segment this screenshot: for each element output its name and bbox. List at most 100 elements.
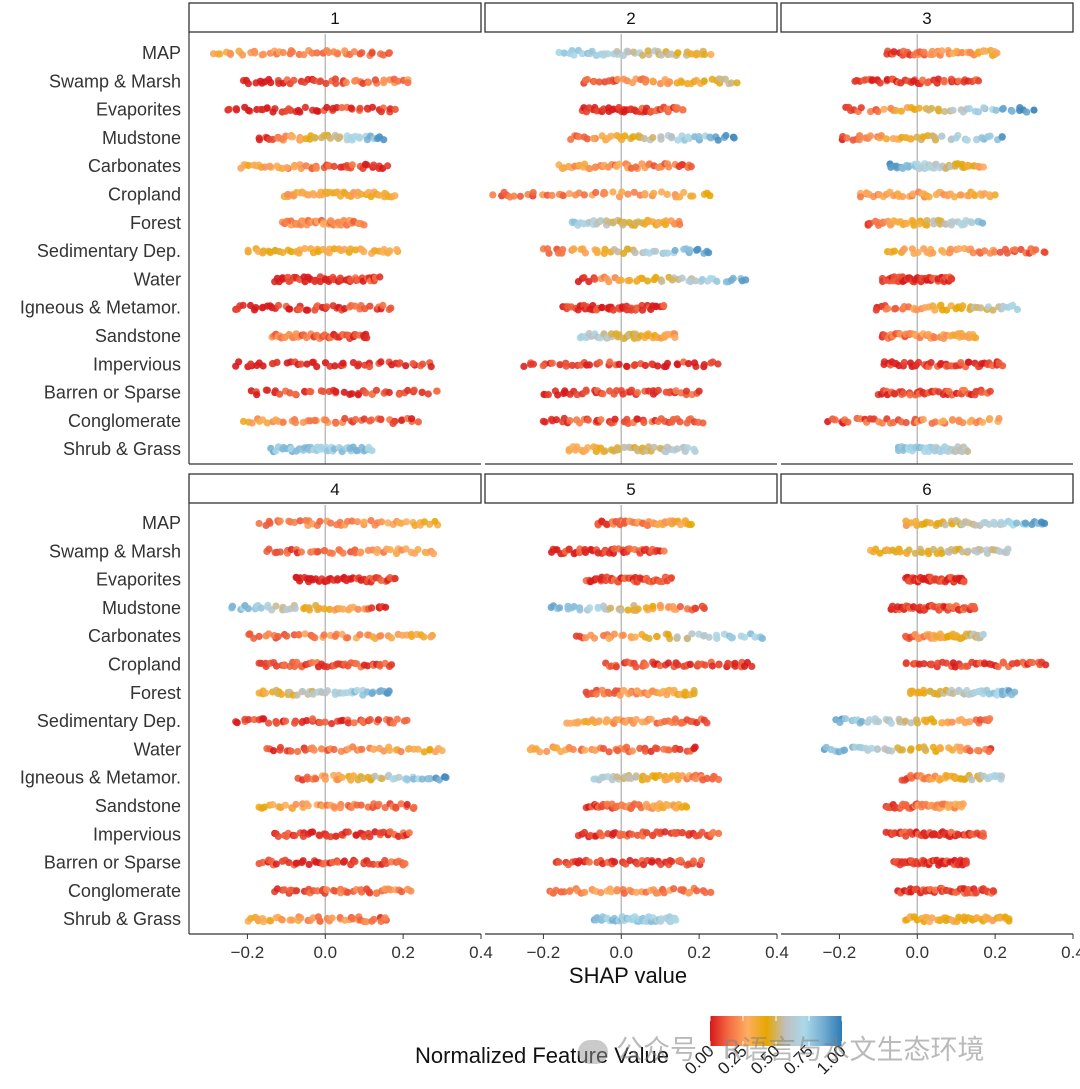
shap-point: [597, 217, 605, 225]
shap-point: [1040, 248, 1048, 256]
shap-point: [649, 602, 657, 610]
shap-point: [328, 549, 336, 557]
facet-panel-3: 3: [780, 2, 1074, 465]
shap-point: [244, 106, 253, 114]
shap-point: [673, 445, 681, 453]
shap-point: [701, 50, 709, 59]
shap-point: [613, 886, 621, 894]
shap-point: [393, 246, 401, 254]
shap-point: [989, 306, 997, 314]
shap-point: [665, 746, 673, 754]
x-tick-label: 0.4: [1061, 943, 1080, 962]
shap-point: [322, 416, 330, 424]
shap-point: [226, 50, 234, 59]
shap-point: [426, 746, 434, 754]
shap-point: [592, 188, 600, 197]
y-tick-label: Evaporites: [96, 570, 181, 590]
shap-point: [700, 361, 708, 369]
shap-point: [529, 189, 537, 197]
shap-point: [296, 108, 304, 116]
shap-point: [694, 245, 702, 253]
shap-point: [874, 108, 882, 116]
shap-point: [682, 387, 691, 395]
shap-point: [332, 832, 340, 840]
shap-point: [316, 517, 324, 526]
shap-point: [368, 689, 376, 698]
shap-point: [259, 249, 267, 257]
shap-point: [645, 634, 653, 643]
shap-point: [265, 719, 273, 727]
shap-point: [872, 306, 880, 314]
shap-point: [380, 747, 388, 755]
shap-point: [435, 776, 443, 784]
shap-point: [604, 50, 612, 58]
shap-point: [287, 545, 295, 554]
shap-point: [426, 775, 435, 783]
shap-point: [705, 633, 713, 641]
shap-point: [300, 51, 308, 59]
shap-point: [272, 662, 281, 670]
shap-point: [979, 630, 987, 639]
shap-point: [980, 104, 988, 112]
shap-point: [397, 416, 406, 424]
shap-point: [874, 718, 883, 726]
shap-point: [323, 303, 331, 311]
x-tick-label: −0.2: [527, 943, 561, 962]
shap-point: [601, 189, 609, 197]
shap-point: [292, 800, 300, 809]
shap-point: [291, 390, 299, 398]
shap-point: [691, 359, 699, 367]
shap-point: [1042, 661, 1050, 669]
shap-point: [631, 633, 639, 641]
shap-point: [305, 606, 314, 614]
shap-point: [676, 603, 685, 611]
shap-point: [541, 418, 549, 426]
x-tick-label: 0.0: [905, 943, 929, 962]
shap-point: [923, 217, 931, 225]
shap-point: [862, 744, 870, 752]
shap-point: [957, 191, 965, 199]
shap-point: [920, 48, 928, 56]
shap-point: [334, 858, 342, 866]
shap-point: [941, 521, 950, 529]
shap-point: [977, 304, 985, 312]
shap-point: [312, 775, 320, 783]
shap-point: [362, 918, 370, 926]
shap-point: [260, 715, 268, 723]
shap-point: [375, 800, 383, 808]
shap-point: [391, 192, 399, 200]
x-tick-label: 0.4: [469, 943, 493, 962]
shap-point: [228, 602, 237, 610]
shap-point: [653, 632, 661, 641]
shap-point: [283, 632, 291, 640]
shap-point: [403, 716, 411, 724]
shap-point: [287, 248, 295, 256]
shap-point: [285, 517, 293, 525]
shap-point: [925, 550, 933, 558]
shap-point: [648, 858, 656, 866]
shap-point: [688, 630, 696, 638]
shap-point: [1041, 519, 1049, 528]
shap-point: [414, 745, 422, 753]
shap-point: [728, 634, 737, 642]
shap-point: [596, 358, 604, 367]
shap-point: [999, 362, 1007, 370]
shap-point: [328, 914, 336, 922]
shap-point: [605, 748, 613, 756]
shap-point: [968, 776, 976, 784]
shap-point: [949, 106, 957, 114]
shap-point: [715, 661, 723, 669]
shap-point: [897, 107, 906, 115]
wechat-icon: [578, 1039, 608, 1064]
facet-strip-label: 4: [330, 480, 339, 499]
shap-point: [664, 801, 672, 809]
shap-point: [574, 718, 582, 726]
shap-point: [244, 80, 252, 88]
facet-strip: [188, 2, 482, 33]
shap-point: [360, 415, 368, 423]
watermark-text: 公众号 · R语言与水文生态环境: [616, 1035, 985, 1066]
shap-point: [293, 691, 301, 699]
shap-point: [938, 132, 946, 140]
shap-point: [620, 889, 628, 897]
shap-point: [274, 832, 282, 841]
